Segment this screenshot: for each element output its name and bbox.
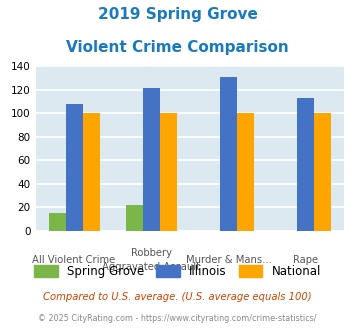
Bar xyxy=(160,113,177,231)
Bar xyxy=(297,98,314,231)
Bar xyxy=(143,88,160,231)
Text: Robbery: Robbery xyxy=(131,248,172,258)
Text: 2019 Spring Grove: 2019 Spring Grove xyxy=(98,7,257,21)
Text: © 2025 CityRating.com - https://www.cityrating.com/crime-statistics/: © 2025 CityRating.com - https://www.city… xyxy=(38,314,317,323)
Bar xyxy=(83,113,100,231)
Text: Compared to U.S. average. (U.S. average equals 100): Compared to U.S. average. (U.S. average … xyxy=(43,292,312,302)
Legend: Spring Grove, Illinois, National: Spring Grove, Illinois, National xyxy=(29,260,326,282)
Text: Aggravated Assault: Aggravated Assault xyxy=(102,262,200,272)
Bar xyxy=(126,205,143,231)
Text: Violent Crime Comparison: Violent Crime Comparison xyxy=(66,40,289,54)
Text: Murder & Mans...: Murder & Mans... xyxy=(186,255,272,265)
Bar xyxy=(49,213,66,231)
Bar xyxy=(66,104,83,231)
Bar xyxy=(237,113,254,231)
Text: Rape: Rape xyxy=(293,255,318,265)
Text: All Violent Crime: All Violent Crime xyxy=(32,255,116,265)
Bar xyxy=(314,113,331,231)
Bar xyxy=(220,77,237,231)
